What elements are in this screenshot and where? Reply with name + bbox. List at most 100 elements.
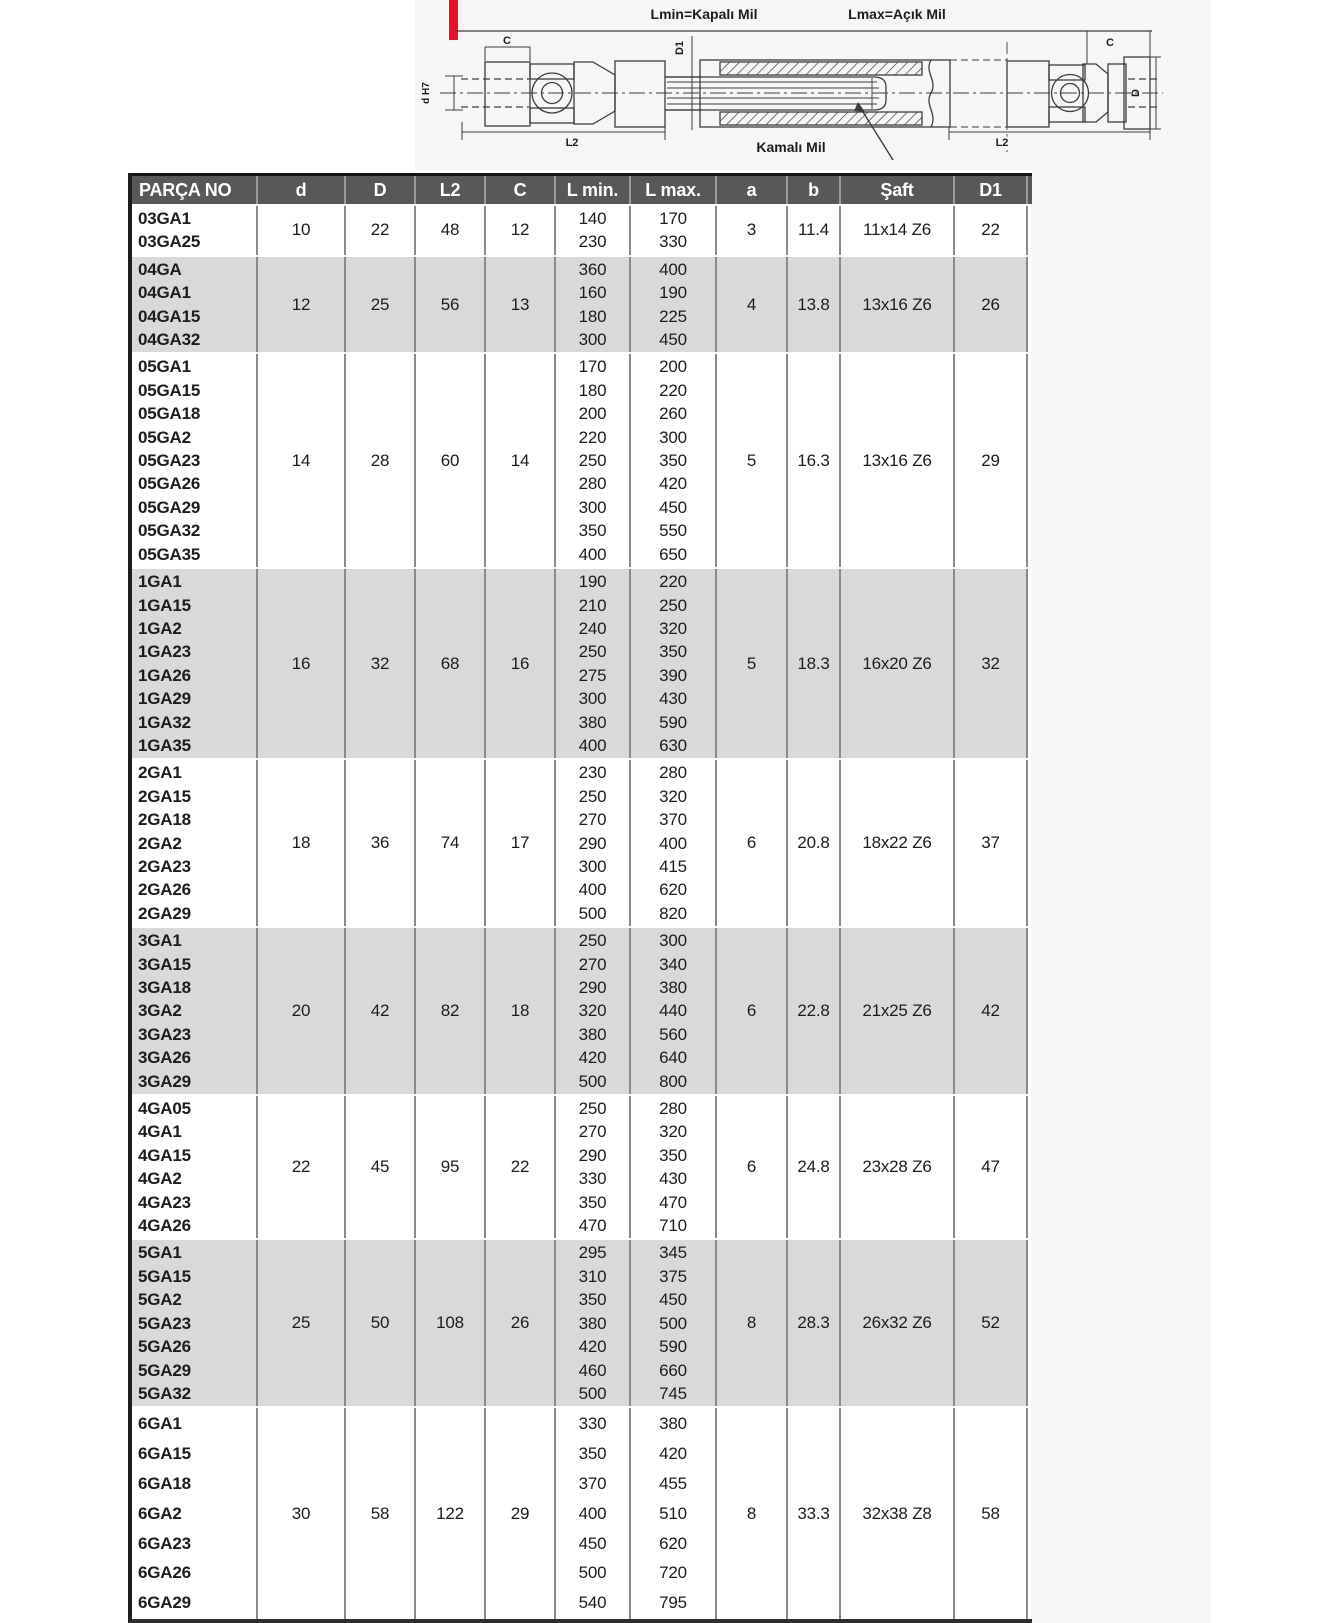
part-number: 2GA1 (138, 763, 182, 783)
l-max-value: 420 (659, 1444, 687, 1464)
part-numbers-stack: 3GA1 3GA15 3GA18 3GA2 3GA23 3GA26 3GA29 (138, 928, 256, 1094)
part-numbers-stack: 03GA1 03GA25 (138, 206, 256, 255)
label-lmin-closed-shaft: Lmin=Kapalı Mil (651, 6, 758, 22)
l-min-cell: 250 270 290 330 350 470 (556, 1096, 631, 1239)
l-min-value: 290 (578, 833, 607, 853)
part-number: 3GA23 (138, 1024, 191, 1044)
l-min-value: 280 (578, 474, 607, 494)
value-b: 33.3 (788, 1408, 841, 1619)
l-min-value: 250 (578, 642, 607, 662)
l-max-value: 470 (659, 1192, 687, 1212)
part-numbers-stack: 05GA1 05GA15 05GA18 05GA2 05GA23 05GA26 05GA29… (138, 354, 256, 567)
l-min-value: 540 (578, 1593, 607, 1613)
dim-label-l2-left: L2 (566, 137, 579, 149)
part-number: 05GA29 (138, 497, 201, 517)
l-min-stack: 190 210 240 250 275 300 380 400 (556, 569, 629, 758)
part-number: 3GA29 (138, 1071, 191, 1091)
l-max-value: 300 (659, 427, 687, 447)
column-header-d1: D1 (955, 176, 1028, 204)
part-number: 04GA (138, 259, 182, 279)
l-min-value: 230 (578, 763, 607, 783)
l-min-stack: 330 350 370 400 450 500 540 (556, 1408, 629, 1619)
value-l2: 122 (416, 1408, 486, 1619)
l-max-value: 190 (659, 283, 687, 303)
part-numbers-cell: 5GA1 5GA15 5GA2 5GA23 5GA26 5GA29 5GA32 (132, 1240, 258, 1407)
value-d: 16 (258, 569, 346, 759)
part-number: 4GA26 (138, 1216, 191, 1236)
l-max-value: 640 (659, 1048, 687, 1068)
value-d1: 32 (955, 569, 1028, 759)
l-min-value: 400 (578, 544, 607, 564)
parts-group-row: 05GA1 05GA15 05GA18 05GA2 05GA23 05GA26 05GA29… (132, 354, 1032, 568)
part-number: 2GA15 (138, 786, 191, 806)
value-l2: 108 (416, 1240, 486, 1407)
label-lmax-open-shaft: Lmax=Açık Mil (848, 6, 946, 22)
drawing-labels: Lmin=Kapalı Mil Lmax=Açık Mil Kamalı Mil… (421, 6, 1142, 155)
l-max-value: 280 (659, 1099, 687, 1119)
part-numbers-cell: 05GA1 05GA15 05GA18 05GA2 05GA23 05GA26 05GA29… (132, 354, 258, 568)
l-max-value: 430 (659, 689, 687, 709)
l-min-value: 350 (578, 1192, 607, 1212)
value-d1: 37 (955, 760, 1028, 927)
l-max-cell: 345 375 450 500 590 660 745 (631, 1240, 717, 1407)
l-min-value: 370 (578, 1473, 607, 1493)
l-min-value: 270 (578, 1122, 607, 1142)
part-number: 6GA1 (138, 1414, 182, 1434)
l-max-value: 630 (659, 735, 687, 755)
l-max-value: 710 (659, 1216, 687, 1236)
value-b: 13.8 (788, 256, 841, 353)
l-max-value: 390 (659, 665, 687, 685)
l-max-value: 400 (659, 833, 687, 853)
dim-label-c-right: C (1106, 37, 1114, 49)
l-min-value: 180 (578, 306, 607, 326)
l-min-value: 290 (578, 978, 607, 997)
column-header-b: b (788, 176, 841, 204)
l-min-cell: 295 310 350 380 420 460 500 (556, 1240, 631, 1407)
l-max-value: 795 (659, 1593, 687, 1613)
part-numbers-stack: 6GA1 6GA15 6GA18 6GA2 6GA23 6GA26 6GA29 (138, 1408, 256, 1619)
value-a: 6 (717, 928, 788, 1095)
table-body: 03GA1 03GA25 10 22 48 12 140 230 170 330 3 11.4 11x1… (132, 206, 1032, 1619)
value-saft: 32x38 Z8 (841, 1408, 955, 1619)
l-min-value: 300 (578, 497, 607, 517)
parts-group-row: 6GA1 6GA15 6GA18 6GA2 6GA23 6GA26 6GA29 30 58 122… (132, 1408, 1032, 1619)
value-D: 58 (346, 1408, 416, 1619)
value-c: 29 (486, 1408, 556, 1619)
shaft-technical-drawing: Lmin=Kapalı Mil Lmax=Açık Mil Kamalı Mil… (421, 0, 1163, 161)
part-number: 05GA18 (138, 404, 201, 424)
l-max-value: 620 (659, 1533, 687, 1553)
l-max-value: 500 (659, 1313, 687, 1333)
column-header-l-min: L min. (556, 176, 631, 204)
value-c: 16 (486, 569, 556, 759)
l-max-stack: 280 320 370 400 415 620 820 (631, 760, 715, 926)
l-min-cell: 170 180 200 220 250 280 300 350 400 (556, 354, 631, 568)
value-a: 3 (717, 206, 788, 255)
value-D: 32 (346, 569, 416, 759)
parts-table: PARÇA NO d D L2 C L min. L max. a b Şaft… (128, 173, 1032, 1623)
part-number: 3GA1 (138, 931, 182, 951)
value-saft: 23x28 Z6 (841, 1096, 955, 1239)
l-max-value: 380 (659, 978, 687, 997)
value-D: 25 (346, 256, 416, 353)
value-d: 18 (258, 760, 346, 927)
dim-label-d-right: D (1130, 89, 1142, 97)
value-d1: 47 (955, 1096, 1028, 1239)
value-d: 12 (258, 256, 346, 353)
column-header-l-max: L max. (631, 176, 717, 204)
value-c: 13 (486, 256, 556, 353)
l-max-value: 250 (659, 595, 687, 615)
l-max-value: 450 (659, 1290, 687, 1310)
value-d1: 42 (955, 928, 1028, 1095)
l-min-value: 420 (578, 1337, 607, 1357)
column-header-a: a (717, 176, 788, 204)
value-b: 20.8 (788, 760, 841, 927)
l-min-value: 295 (578, 1243, 607, 1263)
parts-group-row: 5GA1 5GA15 5GA2 5GA23 5GA26 5GA29 5GA32 25 50 108… (132, 1240, 1032, 1407)
dim-label-d1: D1 (674, 41, 686, 55)
part-numbers-cell: 04GA 04GA1 04GA15 04GA32 (132, 256, 258, 353)
l-min-value: 300 (578, 330, 607, 350)
l-max-value: 340 (659, 954, 687, 974)
l-max-value: 350 (659, 1145, 687, 1165)
l-max-stack: 170 330 (631, 206, 715, 255)
l-min-value: 230 (578, 232, 607, 252)
